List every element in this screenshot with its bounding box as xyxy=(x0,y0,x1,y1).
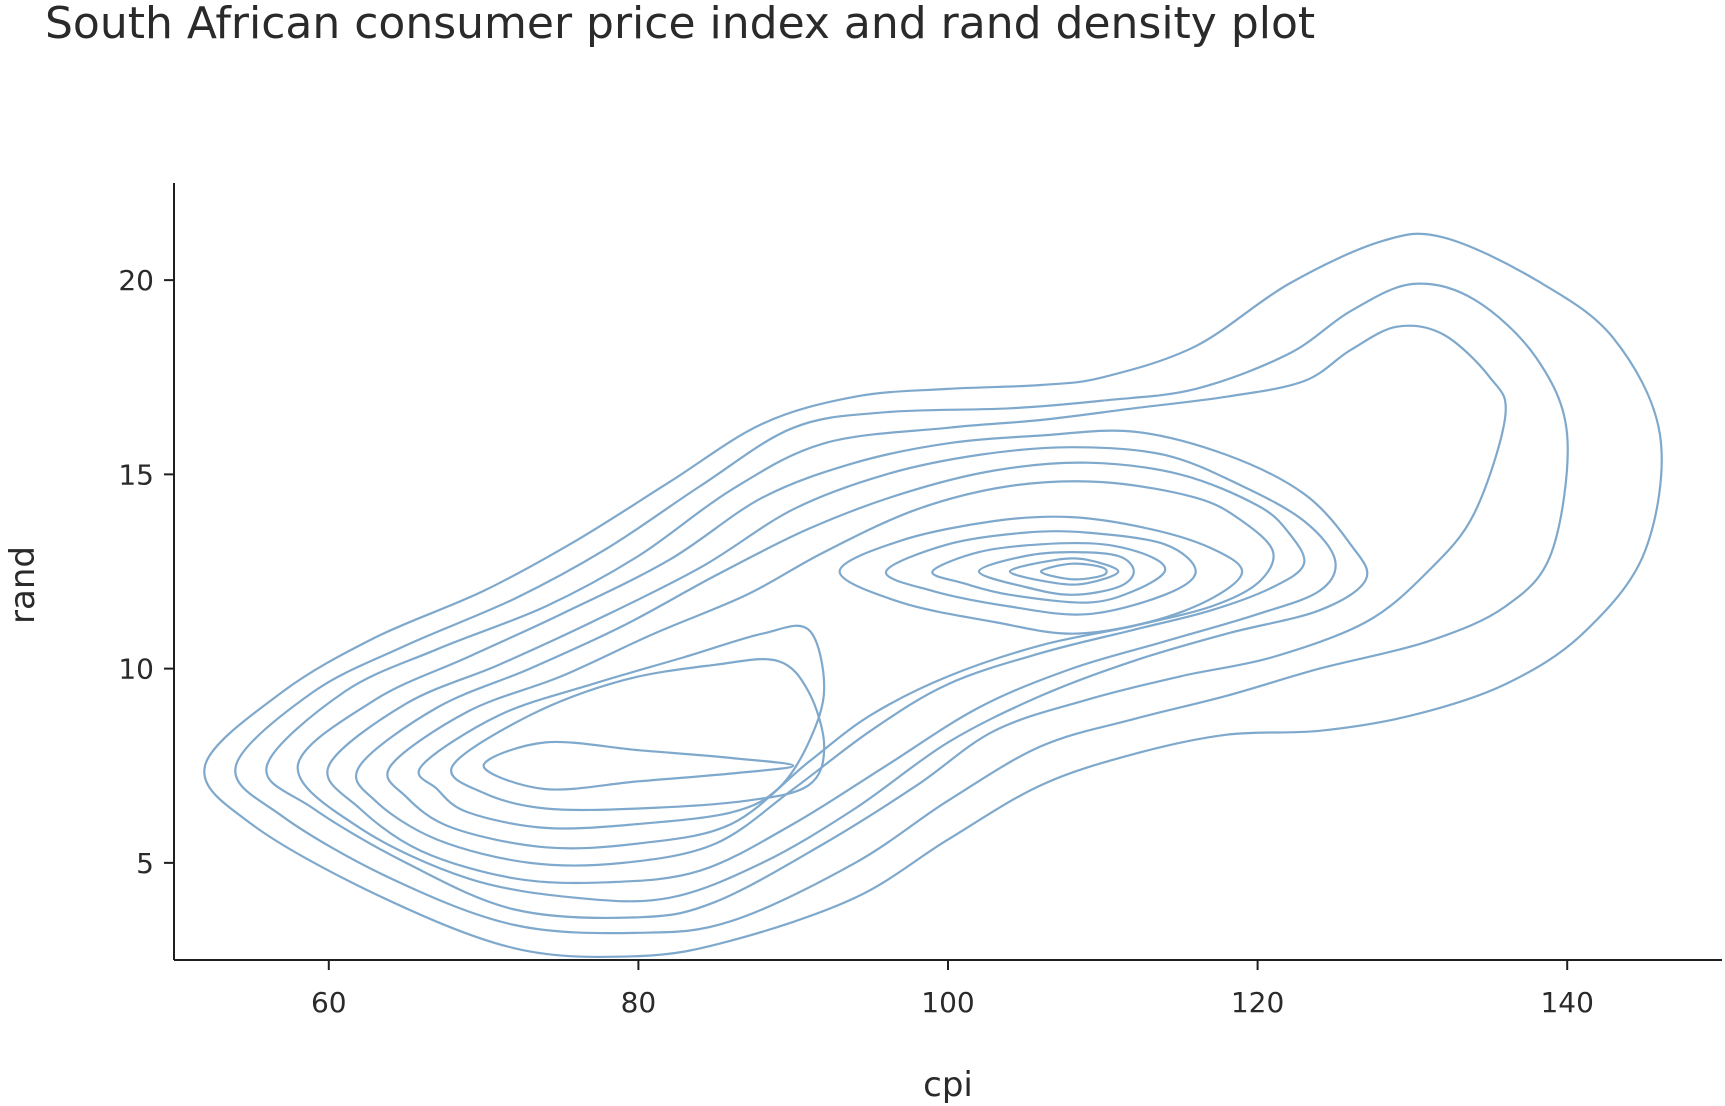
contour-line-level-11 xyxy=(838,515,1244,635)
contour-line-level-5 xyxy=(326,446,1337,885)
contour-line-level-15 xyxy=(1008,557,1120,586)
x-tick-label: 80 xyxy=(621,986,657,1019)
contour-line-level-2 xyxy=(234,282,1569,935)
x-axis-ticks: 60 80 100 120 140 xyxy=(311,960,1594,1019)
contour-line-level-13 xyxy=(931,542,1167,604)
contour-line-level-6 xyxy=(354,461,1306,867)
contour-line-level-3 xyxy=(265,324,1507,920)
chart-title: South African consumer price index and r… xyxy=(45,0,1315,49)
contour-line-level-4 xyxy=(296,429,1369,903)
x-axis-label: cpi xyxy=(923,1065,973,1105)
contour-line-level-14 xyxy=(977,551,1135,596)
contour-line-level-12 xyxy=(885,530,1197,616)
y-tick-label: 10 xyxy=(118,653,154,686)
contour-line-level-10 xyxy=(482,740,795,791)
contour-line-level-8 xyxy=(417,624,826,830)
y-axis-label: rand xyxy=(3,546,43,624)
y-tick-label: 15 xyxy=(118,458,154,491)
contour-line-level-7 xyxy=(386,480,1275,850)
contour-layer xyxy=(203,232,1663,959)
contour-line-level-1 xyxy=(203,232,1663,959)
y-axis-ticks: 5 10 15 20 xyxy=(118,264,174,880)
x-tick-label: 140 xyxy=(1540,986,1593,1019)
x-tick-label: 60 xyxy=(311,986,347,1019)
x-tick-label: 120 xyxy=(1231,986,1284,1019)
contour-line-level-9 xyxy=(450,658,826,812)
contour-line-level-16 xyxy=(1039,562,1108,581)
y-tick-label: 20 xyxy=(118,264,154,297)
x-tick-label: 100 xyxy=(921,986,974,1019)
y-tick-label: 5 xyxy=(136,847,154,880)
